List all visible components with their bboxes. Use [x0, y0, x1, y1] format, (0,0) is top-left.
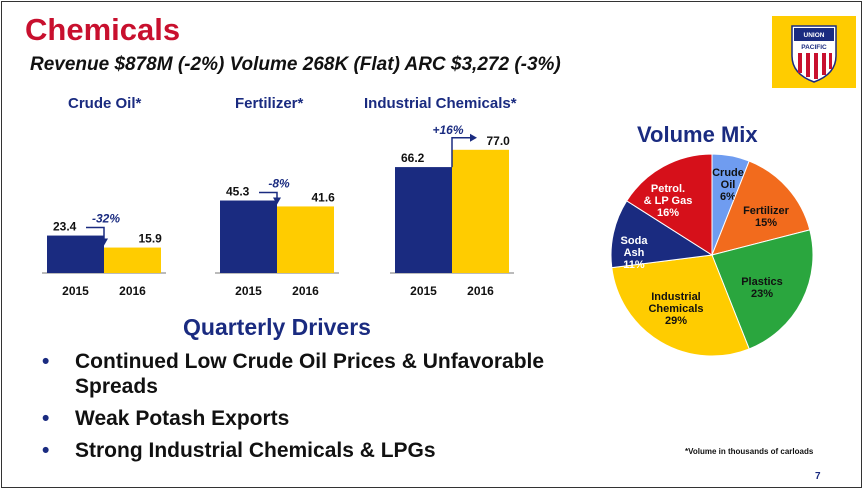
- drivers-list: • Continued Low Crude Oil Prices & Unfavo…: [42, 349, 555, 470]
- year-tick-label: 2015: [410, 284, 437, 298]
- crude-oil-chart-title: Crude Oil*: [68, 95, 142, 112]
- pie-category-label: Chemicals: [648, 303, 703, 315]
- change-arrow-icon: [273, 197, 281, 205]
- page-number: 7: [815, 471, 821, 482]
- pie-percent-label: 11%: [623, 259, 645, 271]
- pie-slice-label: Plastics 23%: [741, 276, 783, 300]
- volume-bar-charts: 23.4 2015 15.9 2016 -32% 45.3 2015 41.6 2016 -8% 6…: [42, 123, 514, 298]
- pie-percent-label: 29%: [665, 315, 687, 327]
- pie-slice: [610, 200, 714, 269]
- pie-slice: [626, 153, 713, 256]
- year-tick-label: 2016: [119, 284, 146, 298]
- volume-mix-pie-chart: Crude Oil 6%Fertilizer 15%Plastics 23%Indust…: [610, 153, 814, 357]
- bar-2015: [220, 200, 277, 273]
- pie-slice: [611, 254, 750, 357]
- svg-text:PACIFIC: PACIFIC: [801, 44, 827, 51]
- industrial-chemicals-chart-title: Industrial Chemicals*: [364, 95, 517, 112]
- pie-slice-label: Crude Oil 6%: [712, 167, 744, 203]
- shield-icon: UNION PACIFIC: [791, 25, 837, 83]
- year-tick-label: 2015: [235, 284, 262, 298]
- fertilizer-chart-title: Fertilizer*: [235, 95, 304, 112]
- change-connector: [451, 137, 470, 168]
- pie-category-label: Fertilizer: [743, 205, 790, 217]
- pie-category-label: Oil: [721, 179, 736, 191]
- driver-text: Continued Low Crude Oil Prices & Unfavor…: [75, 350, 545, 398]
- slide-subtitle: Revenue $878M (-2%) Volume 268K (Flat) A…: [30, 54, 561, 75]
- bar-value-label: 66.2: [401, 151, 425, 165]
- bullet-icon: •: [42, 350, 50, 373]
- pie-percent-label: 15%: [755, 217, 777, 229]
- change-connector: [259, 191, 278, 199]
- change-label: -32%: [92, 212, 120, 226]
- pie-category-label: & LP Gas: [644, 195, 693, 207]
- pie-slice: [711, 229, 814, 350]
- pie-slice-label: Petrol. & LP Gas 16%: [644, 183, 693, 219]
- bullet-icon: •: [42, 439, 50, 462]
- bar-value-label: 15.9: [139, 232, 163, 246]
- volume-mix-title: Volume Mix: [637, 122, 758, 147]
- pie-category-label: Soda: [621, 235, 649, 247]
- bar-value-label: 77.0: [487, 134, 511, 148]
- pie-slice-label: Fertilizer 15%: [743, 205, 790, 229]
- pie-percent-label: 23%: [751, 288, 773, 300]
- driver-item: • Continued Low Crude Oil Prices & Unfavo…: [42, 349, 555, 399]
- bar-2016: [104, 247, 161, 273]
- year-tick-label: 2016: [292, 284, 319, 298]
- union-pacific-logo: UNION PACIFIC: [772, 16, 856, 88]
- svg-text:UNION: UNION: [804, 32, 825, 39]
- driver-text: Weak Potash Exports: [75, 407, 290, 430]
- change-label: -8%: [268, 177, 290, 191]
- bar-2016: [452, 149, 509, 273]
- change-label: +16%: [432, 123, 463, 137]
- footnote: *Volume in thousands of carloads: [685, 447, 814, 456]
- pie-slice-label: Soda Ash 11%: [621, 235, 649, 271]
- pie-slice: [711, 160, 811, 256]
- slide-title: Chemicals: [25, 12, 181, 47]
- pie-slice-label: Industrial Chemicals 29%: [648, 291, 703, 327]
- bar-2016: [277, 206, 334, 273]
- bullet-icon: •: [42, 407, 50, 430]
- pie-percent-label: 16%: [657, 207, 679, 219]
- driver-item: • Strong Industrial Chemicals & LPGs: [42, 438, 555, 463]
- pie-category-label: Petrol.: [651, 183, 685, 195]
- change-arrow-icon: [100, 238, 108, 246]
- bar-value-label: 41.6: [312, 190, 336, 204]
- year-tick-label: 2015: [62, 284, 89, 298]
- change-connector: [86, 226, 105, 240]
- driver-item: • Weak Potash Exports: [42, 406, 555, 431]
- bar-2015: [47, 235, 104, 273]
- drivers-title: Quarterly Drivers: [183, 314, 371, 340]
- bar-2015: [395, 167, 452, 273]
- pie-category-label: Ash: [624, 247, 645, 259]
- pie-percent-label: 6%: [720, 191, 736, 203]
- pie-category-label: Industrial: [651, 291, 701, 303]
- bar-value-label: 23.4: [53, 220, 77, 234]
- bar-value-label: 45.3: [226, 185, 250, 199]
- change-arrow-icon: [470, 133, 477, 142]
- pie-category-label: Crude: [712, 167, 744, 179]
- driver-text: Strong Industrial Chemicals & LPGs: [75, 439, 436, 462]
- year-tick-label: 2016: [467, 284, 494, 298]
- pie-category-label: Plastics: [741, 276, 783, 288]
